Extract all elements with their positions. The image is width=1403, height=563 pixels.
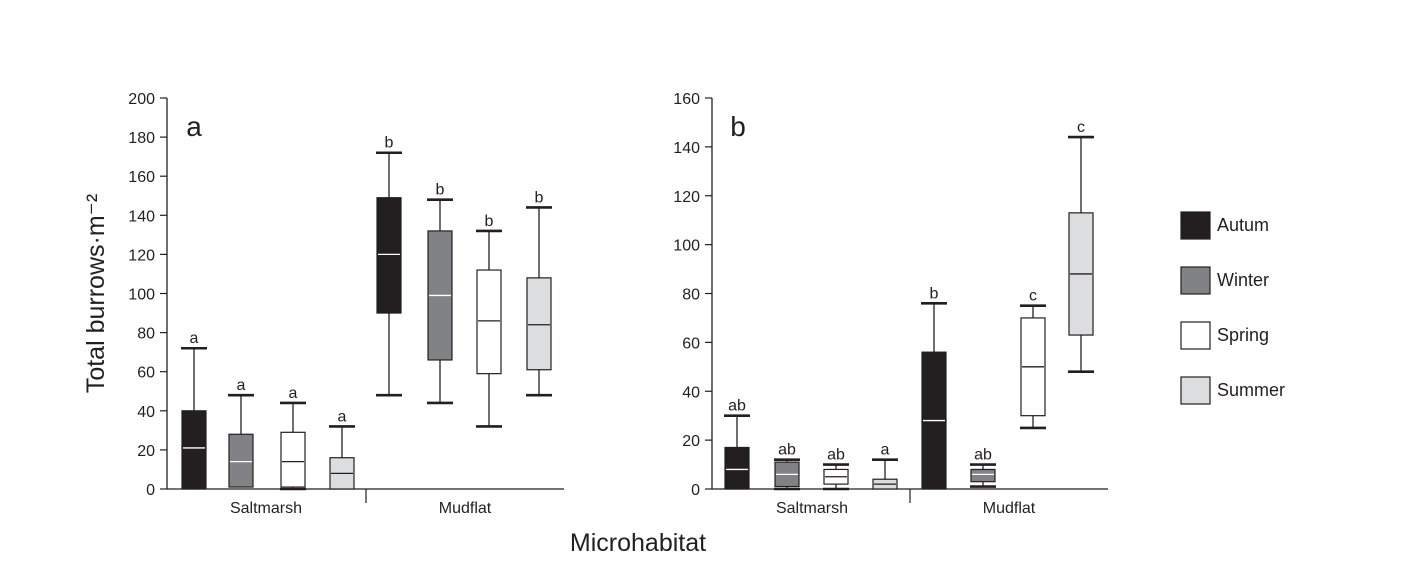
y-tick-label: 80	[682, 287, 700, 304]
significance-letter: a	[338, 408, 347, 425]
y-tick-label: 120	[128, 247, 155, 264]
box-mudflat-autum: b	[921, 285, 947, 490]
box-iqr	[181, 410, 207, 490]
box-saltmarsh-spring: a	[280, 385, 306, 491]
box-iqr	[526, 277, 552, 371]
significance-letter: ab	[827, 447, 845, 464]
significance-letter: a	[881, 442, 890, 459]
y-tick-label: 140	[673, 140, 700, 157]
y-tick-label: 100	[673, 238, 700, 255]
legend-swatch	[1180, 266, 1211, 295]
y-tick-label: 40	[137, 404, 155, 421]
box-mudflat-summer: c	[1068, 119, 1094, 374]
box-iqr	[280, 431, 306, 488]
significance-letter: c	[1077, 119, 1085, 136]
box-saltmarsh-winter: ab	[774, 442, 800, 491]
y-tick-label: 60	[137, 365, 155, 382]
panel-label: b	[730, 111, 746, 142]
box-saltmarsh-summer: a	[329, 408, 355, 490]
y-tick-label: 0	[146, 482, 155, 499]
significance-letter: b	[535, 189, 544, 206]
box-mudflat-winter: ab	[970, 447, 996, 488]
box-mudflat-summer: b	[526, 189, 552, 397]
significance-letter: a	[190, 330, 199, 347]
y-tick-label: 140	[128, 208, 155, 225]
y-tick-label: 100	[128, 287, 155, 304]
y-tick-label: 0	[691, 482, 700, 499]
y-tick-label: 80	[137, 326, 155, 343]
significance-letter: b	[485, 213, 494, 230]
box-mudflat-winter: b	[427, 182, 453, 405]
group-label: Mudflat	[439, 500, 492, 517]
panel-a: 0 20 40 60 80 100 120 140 160 180 200 Saltmarsh Mudf…	[82, 91, 564, 517]
legend: Autum Winter Spring Summer	[1180, 211, 1285, 405]
y-tick-label: 20	[137, 443, 155, 460]
legend-label: Summer	[1217, 380, 1285, 400]
significance-letter: a	[237, 377, 246, 394]
box-saltmarsh-summer: a	[872, 442, 898, 490]
significance-letter: ab	[974, 447, 992, 464]
x-axis-title: Microhabitat	[570, 529, 706, 557]
y-tick-label: 160	[128, 169, 155, 186]
box-saltmarsh-autum: ab	[724, 398, 750, 490]
y-tick-label: 200	[128, 91, 155, 108]
legend-item-spring: Spring	[1180, 321, 1269, 350]
y-axis-title: Total burrows·m⁻²	[82, 194, 110, 393]
y-tick-label: 160	[673, 91, 700, 108]
y-tick-label: 20	[682, 433, 700, 450]
y-tick-label: 60	[682, 335, 700, 352]
y-tick-label: 120	[673, 189, 700, 206]
group-label: Saltmarsh	[776, 500, 848, 517]
box-saltmarsh-spring: ab	[823, 447, 849, 491]
legend-item-winter: Winter	[1180, 266, 1269, 295]
box-saltmarsh-winter: a	[228, 377, 254, 488]
legend-label: Winter	[1217, 270, 1269, 290]
box-saltmarsh-autum: a	[181, 330, 207, 490]
significance-letter: b	[385, 135, 394, 152]
group-label: Mudflat	[983, 500, 1036, 517]
legend-label: Autum	[1217, 215, 1269, 235]
significance-letter: ab	[728, 398, 746, 415]
legend-swatch	[1180, 321, 1211, 350]
box-iqr	[228, 433, 254, 488]
box-iqr	[376, 197, 402, 314]
box-mudflat-spring: c	[1020, 288, 1046, 430]
box-mudflat-spring: b	[476, 213, 502, 428]
y-tick-label: 40	[682, 384, 700, 401]
significance-letter: c	[1029, 288, 1037, 305]
box-mudflat-autum: b	[376, 135, 402, 397]
significance-letter: b	[436, 182, 445, 199]
legend-swatch	[1180, 211, 1211, 240]
box-iqr	[970, 468, 996, 483]
legend-label: Spring	[1217, 325, 1269, 345]
significance-letter: b	[930, 285, 939, 302]
box-iqr	[476, 269, 502, 375]
group-label: Saltmarsh	[230, 500, 302, 517]
box-iqr	[724, 446, 750, 490]
legend-item-summer: Summer	[1180, 376, 1285, 405]
significance-letter: a	[289, 385, 298, 402]
significance-letter: ab	[778, 442, 796, 459]
panel-label: a	[186, 111, 202, 142]
legend-item-autum: Autum	[1180, 211, 1269, 240]
legend-swatch	[1180, 376, 1211, 405]
y-tick-label: 180	[128, 130, 155, 147]
